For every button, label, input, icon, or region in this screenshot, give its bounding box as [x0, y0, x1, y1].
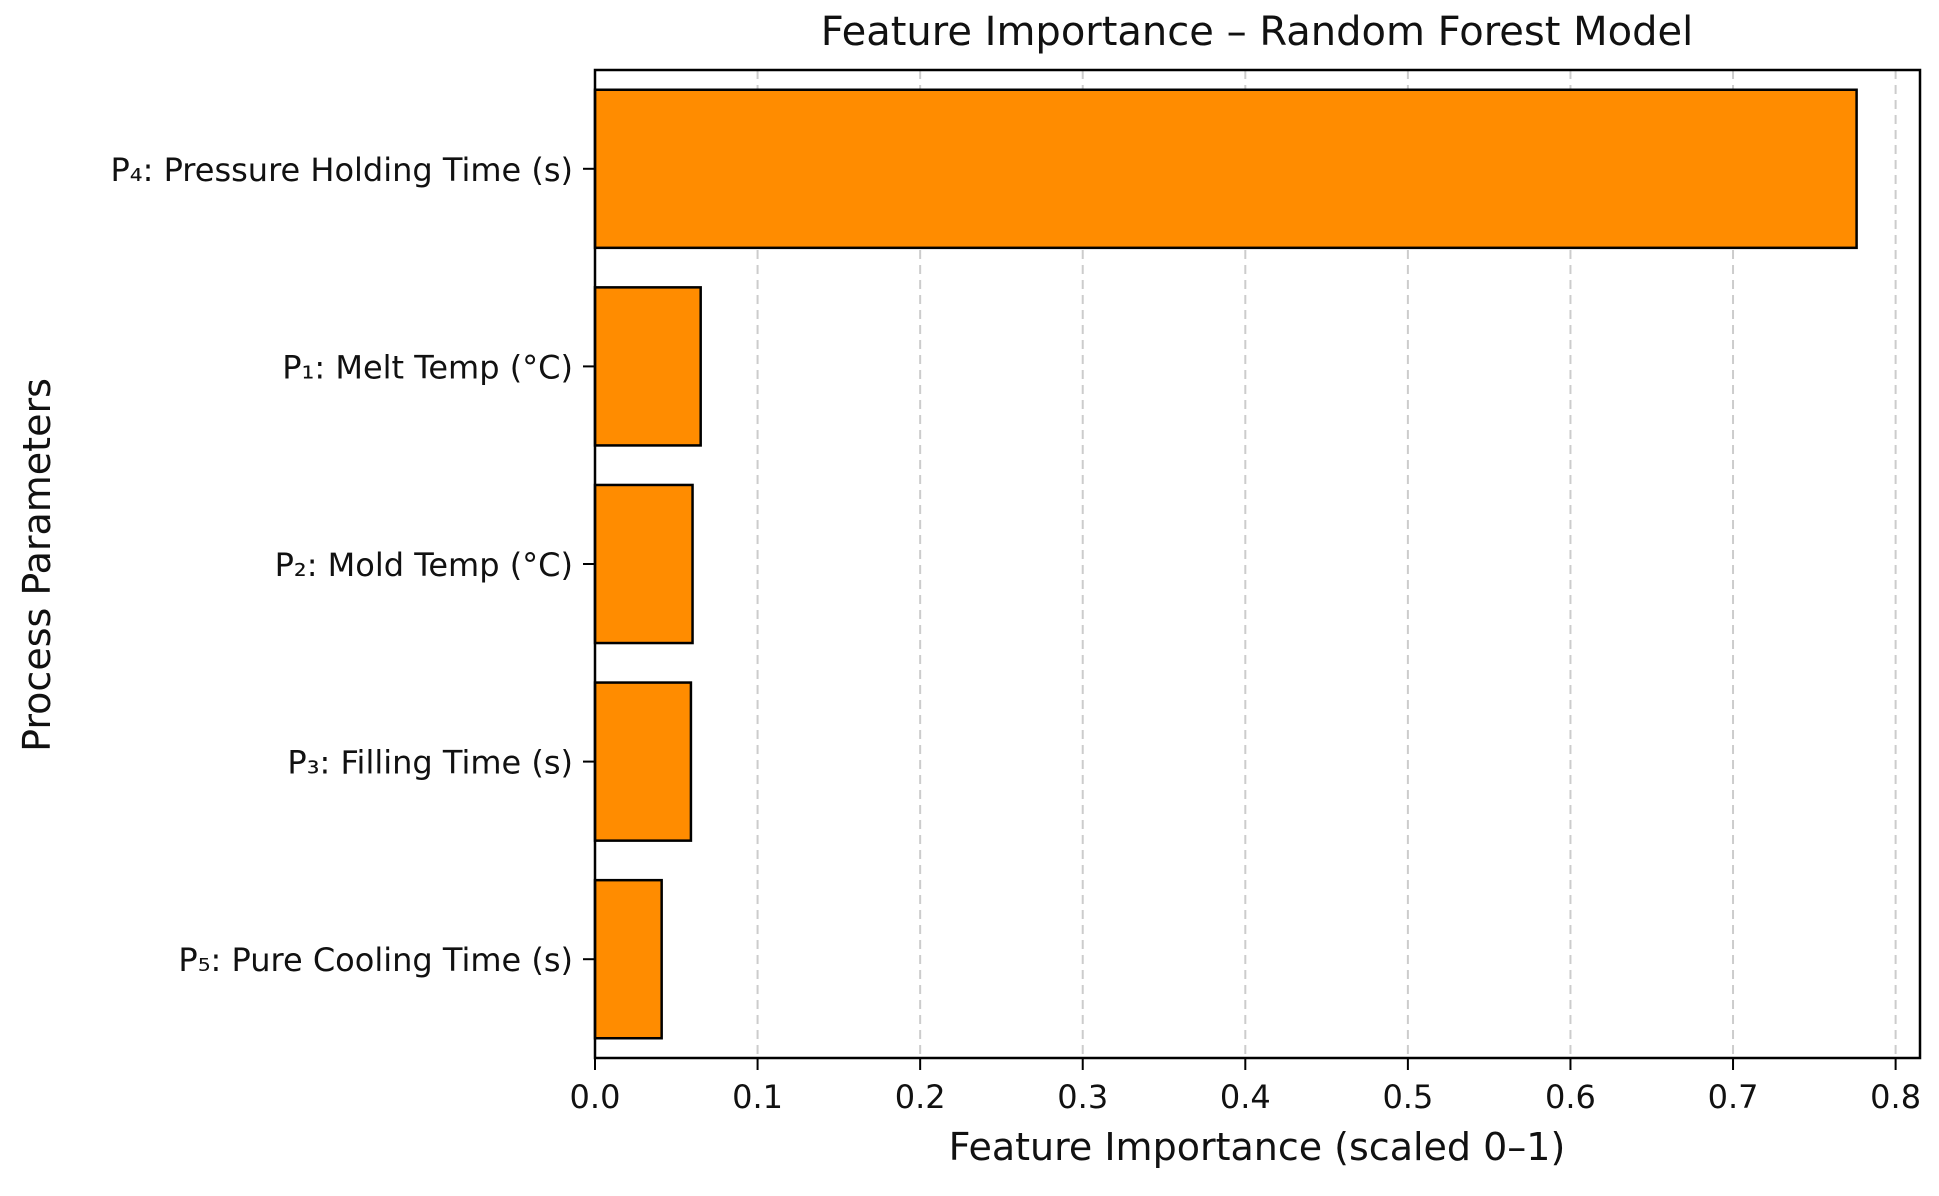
x-tick-label: 0.6: [1545, 1078, 1596, 1116]
y-tick-label: P₅: Pure Cooling Time (s): [178, 941, 573, 979]
y-tick-label: P₂: Mold Temp (°C): [275, 546, 573, 584]
bar: [593, 878, 663, 1040]
bar: [593, 483, 694, 645]
y-axis-label: Process Parameters: [15, 378, 59, 752]
y-tick-label: P₃: Filling Time (s): [287, 744, 573, 782]
chart-title: Feature Importance – Random Forest Model: [821, 9, 1693, 55]
x-tick-label: 0.3: [1057, 1078, 1108, 1116]
x-tick-label: 0.2: [895, 1078, 946, 1116]
x-tick-label: 0.4: [1220, 1078, 1271, 1116]
x-tick-label: 0.1: [732, 1078, 783, 1116]
axes: 0.0 0.1 0.2 0.3 0.4 0.5 0.6 0.7 0.8 P₄: Pressure …: [110, 68, 1922, 1116]
x-tick-label: 0.8: [1870, 1078, 1921, 1116]
x-tick-label: 0.7: [1708, 1078, 1759, 1116]
bars: [593, 88, 1858, 1040]
bar: [593, 681, 693, 842]
x-tick-label: 0.5: [1382, 1078, 1433, 1116]
y-tick-label: P₁: Melt Temp (°C): [282, 348, 573, 386]
plot-frame: [593, 68, 1922, 1060]
bar: [593, 286, 702, 447]
x-axis-label: Feature Importance (scaled 0–1): [949, 1125, 1566, 1169]
y-tick-label: P₄: Pressure Holding Time (s): [110, 151, 573, 189]
x-tick-label: 0.0: [570, 1078, 621, 1116]
bar: [593, 88, 1858, 250]
